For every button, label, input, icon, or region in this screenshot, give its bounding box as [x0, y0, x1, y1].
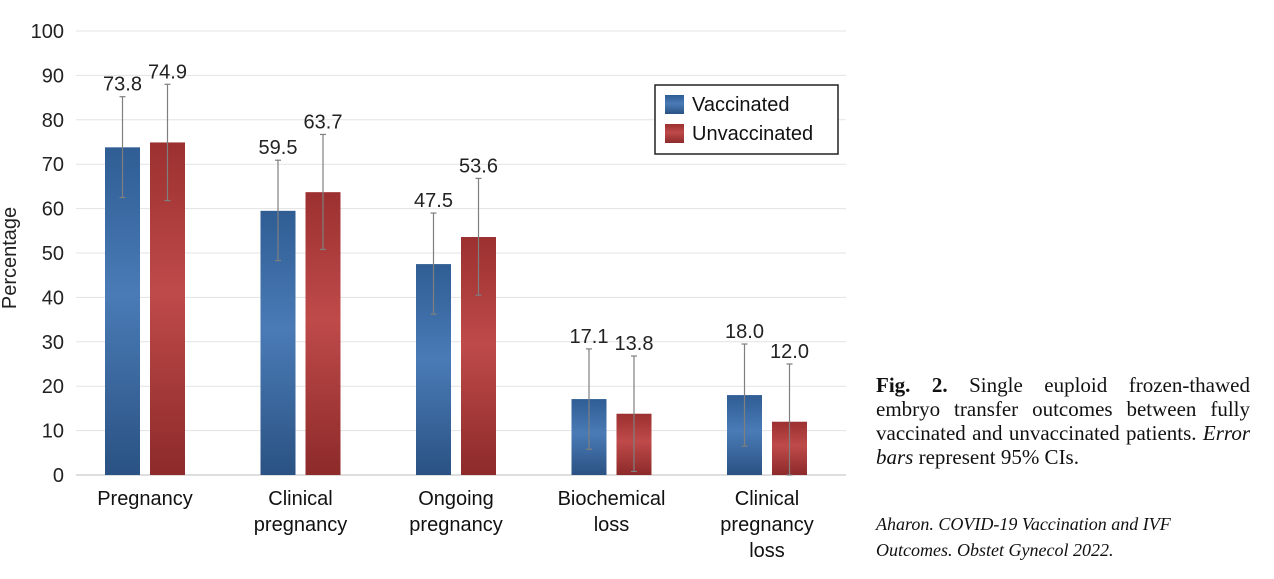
figure-caption: Fig. 2. Single euploid frozen-thawed emb…: [876, 373, 1250, 469]
x-category-label: loss: [594, 514, 630, 536]
figure-number: Fig. 2.: [876, 373, 948, 397]
y-axis: 0 10 20 30 40 50 60 70 80 90 100: [31, 21, 64, 487]
data-label: 18.0: [725, 321, 764, 343]
y-tick-label: 50: [42, 243, 64, 265]
y-tick-label: 60: [42, 199, 64, 221]
x-category-label: loss: [749, 540, 785, 562]
x-category-label: pregnancy: [720, 514, 813, 536]
caption-text-2: represent 95% CIs.: [913, 445, 1079, 469]
caption-text-1: Single euploid frozen-thawed embryo tran…: [876, 373, 1250, 445]
citation-line-2: Outcomes. Obstet Gynecol 2022.: [876, 540, 1114, 560]
data-labels: 73.8 74.9 59.5 63.7 47.5 53.6 17.1 13.8 18.0 12.0: [103, 61, 809, 363]
data-label: 13.8: [615, 333, 654, 355]
y-tick-label: 80: [42, 110, 64, 132]
legend-box: [654, 84, 839, 155]
x-category-label: Pregnancy: [97, 488, 193, 510]
y-tick-label: 30: [42, 332, 64, 354]
data-label: 17.1: [570, 326, 609, 348]
y-tick-label: 100: [31, 21, 64, 43]
x-category-label: pregnancy: [254, 514, 347, 536]
x-axis-categories: Pregnancy Clinical pregnancy Ongoing pregnan…: [97, 488, 814, 562]
y-tick-label: 40: [42, 287, 64, 309]
legend-swatch-unvaccinated: [665, 124, 684, 143]
citation-line-1: Aharon. COVID-19 Vaccination and IVF: [876, 514, 1171, 534]
data-label: 74.9: [148, 61, 187, 83]
data-label: 73.8: [103, 74, 142, 96]
data-label: 47.5: [414, 190, 453, 212]
legend-swatch-vaccinated: [665, 95, 684, 114]
data-label: 53.6: [459, 155, 498, 177]
y-tick-label: 0: [53, 465, 64, 487]
data-label: 63.7: [304, 111, 343, 133]
x-category-label: Ongoing: [418, 488, 494, 510]
legend: Vaccinated Unvaccinated: [654, 84, 839, 155]
legend-label-unvaccinated: Unvaccinated: [692, 123, 813, 145]
y-tick-label: 10: [42, 421, 64, 443]
x-category-label: pregnancy: [409, 514, 502, 536]
y-tick-label: 70: [42, 154, 64, 176]
citation: Aharon. COVID-19 Vaccination and IVF Out…: [876, 511, 1256, 563]
bar-chart: 0 10 20 30 40 50 60 70 80 90 100 73.8 74.9 59.5 63.7 4…: [0, 21, 846, 562]
y-tick-label: 90: [42, 65, 64, 87]
caption-emphasis: Error bars: [876, 421, 1250, 469]
bar-vaccinated: [105, 147, 140, 475]
legend-label-vaccinated: Vaccinated: [692, 94, 789, 116]
x-category-label: Clinical: [268, 488, 332, 510]
x-category-label: Biochemical: [558, 488, 666, 510]
x-category-label: Clinical: [735, 488, 799, 510]
data-label: 59.5: [259, 137, 298, 159]
y-tick-label: 20: [42, 376, 64, 398]
bars: [105, 142, 807, 475]
y-axis-title: Percentage: [0, 207, 21, 309]
error-bars: [119, 83, 793, 476]
data-label: 12.0: [770, 341, 809, 363]
